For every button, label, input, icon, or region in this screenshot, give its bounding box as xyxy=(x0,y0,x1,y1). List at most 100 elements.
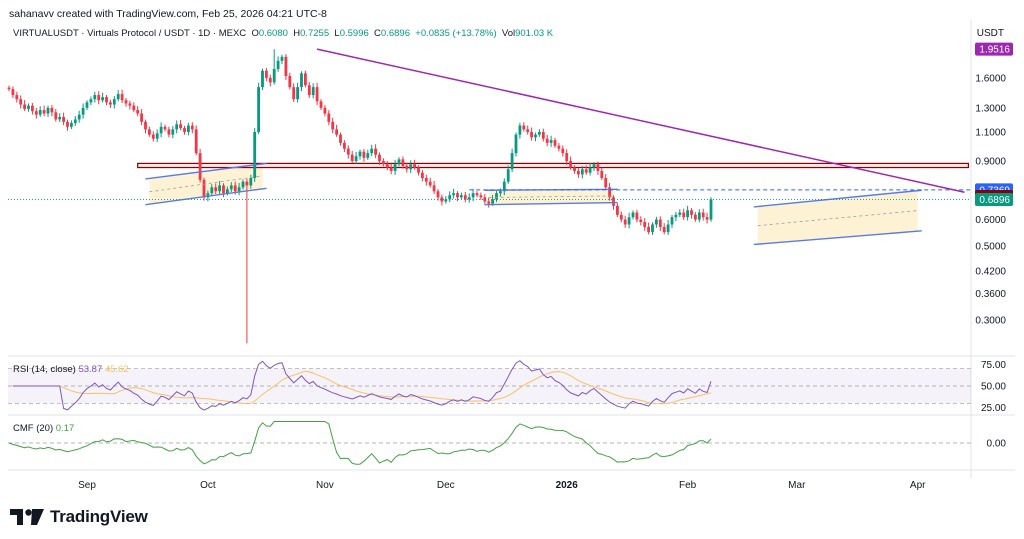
candle-body xyxy=(112,99,116,105)
candle-body xyxy=(15,95,19,100)
candle-body xyxy=(448,195,452,200)
candle-body xyxy=(553,140,557,146)
candle-body xyxy=(600,170,604,178)
candle-body xyxy=(237,187,241,192)
y-tick-label: 0.6000 xyxy=(975,215,1006,226)
candle-body xyxy=(245,181,249,186)
rsi-value: 53.87 xyxy=(78,364,103,375)
candle-body xyxy=(584,169,588,173)
candle-body xyxy=(405,165,409,170)
close-value: 0.6896 xyxy=(380,28,410,39)
candle-body xyxy=(148,129,151,135)
channel-zone xyxy=(757,190,918,245)
candle-body xyxy=(592,164,596,168)
rsi-band xyxy=(8,368,971,404)
candle-body xyxy=(343,142,346,149)
tradingview-logo[interactable]: TradingView xyxy=(10,505,148,529)
channel-midline xyxy=(149,175,263,193)
candle-body xyxy=(202,179,206,198)
candle-body xyxy=(292,87,296,100)
candle-body xyxy=(635,212,639,220)
candle-body xyxy=(397,159,401,165)
volume-value: 901.03 K xyxy=(515,28,554,39)
candle-body xyxy=(11,89,15,96)
candle-body xyxy=(608,187,611,198)
candle-body xyxy=(327,113,331,122)
candle-body xyxy=(331,121,335,130)
candle-body xyxy=(183,128,186,132)
price-label-box xyxy=(975,42,1013,56)
candle-body xyxy=(124,100,128,104)
candle-body xyxy=(77,114,81,120)
candle-body xyxy=(323,107,327,114)
rsi-legend[interactable]: RSI (14, close) 53.87 45.62 xyxy=(13,364,129,375)
candle-body xyxy=(218,185,221,192)
candle-body xyxy=(705,217,709,220)
time-axis[interactable]: Sep Oct Nov Dec 2026 Feb Mar Apr xyxy=(78,480,926,491)
rsi-line xyxy=(12,360,712,411)
candle-body xyxy=(413,164,416,168)
candle-body xyxy=(62,117,65,122)
symbol-legend[interactable]: VIRTUALUSDT · Virtuals Protocol / USDT ·… xyxy=(13,28,553,39)
candle-body xyxy=(678,212,682,215)
y-tick-label: 0.3600 xyxy=(975,289,1006,300)
candle-body xyxy=(151,134,155,139)
candle-body xyxy=(58,117,62,120)
candle-body xyxy=(561,148,565,154)
x-tick-label: Feb xyxy=(679,480,697,491)
channel-lower-line xyxy=(484,201,618,206)
currency-label[interactable]: USDT xyxy=(976,28,1004,39)
candle-body xyxy=(120,94,124,101)
volume-label: Vol xyxy=(501,28,516,39)
candle-body xyxy=(304,73,307,86)
symbol-title: VIRTUALUSDT · Virtuals Protocol / USDT ·… xyxy=(13,28,247,39)
candle-body xyxy=(694,214,697,220)
candle-body xyxy=(452,193,455,196)
candle-body xyxy=(674,214,678,218)
price-axis[interactable]: 1.6000 1.3000 1.1000 0.9000 0.6000 0.5000 0.42… xyxy=(975,42,1013,327)
cmf-legend[interactable]: CMF (20) 0.17 xyxy=(13,423,74,434)
candle-body xyxy=(401,159,405,166)
price-label: 0.6896 xyxy=(979,195,1010,206)
candle-body xyxy=(421,172,424,178)
candle-body xyxy=(288,76,292,88)
candle-body xyxy=(623,219,627,225)
candle-body xyxy=(38,110,42,115)
candle-body xyxy=(631,212,635,218)
candle-body xyxy=(619,214,623,220)
candle-body xyxy=(370,148,374,154)
candle-body xyxy=(315,87,319,102)
candle-body xyxy=(73,119,77,124)
candle-body xyxy=(409,164,413,170)
candle-body xyxy=(604,177,608,188)
y-tick-label: 0.3000 xyxy=(975,315,1006,326)
candle-body xyxy=(233,185,237,192)
candle-body xyxy=(265,70,268,78)
candle-body xyxy=(214,187,218,192)
channel-midline xyxy=(488,195,614,198)
candle-body xyxy=(565,153,569,161)
close-label: C xyxy=(374,28,381,39)
x-tick-label: 2026 xyxy=(556,480,579,491)
x-tick-label: Oct xyxy=(200,480,216,491)
channel-upper-line xyxy=(145,162,267,180)
candle-body xyxy=(639,219,643,223)
candle-body xyxy=(339,134,342,143)
resistance-zone xyxy=(137,162,970,169)
candle-body xyxy=(319,101,323,108)
channel-lower-line xyxy=(145,187,267,206)
candle-body xyxy=(506,169,510,182)
candle-body xyxy=(569,160,572,168)
candle-body xyxy=(206,193,210,198)
rsi-pane: 75.00 50.00 25.00 xyxy=(8,360,1006,414)
candle-body xyxy=(296,87,299,100)
candle-body xyxy=(81,107,85,115)
attribution: sahanavv created with TradingView.com, F… xyxy=(9,8,327,20)
x-tick-label: Mar xyxy=(788,480,806,491)
x-tick-label: Dec xyxy=(437,480,455,491)
rsi-ma-value: 45.62 xyxy=(104,364,129,375)
candle-body xyxy=(27,105,30,109)
channel-lower-line xyxy=(753,230,922,246)
candle-body xyxy=(518,125,522,135)
